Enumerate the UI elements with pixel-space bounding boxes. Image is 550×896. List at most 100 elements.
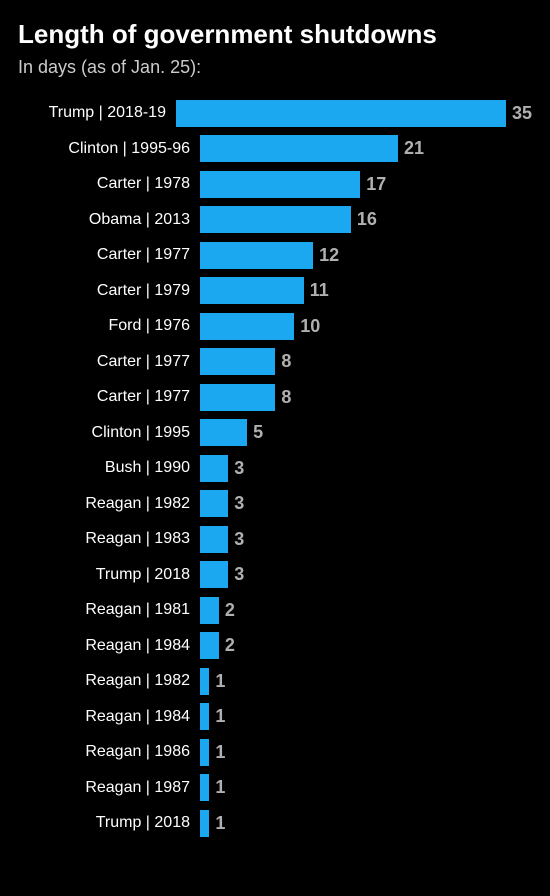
bar-area: 10 <box>190 313 532 340</box>
bar <box>200 810 209 837</box>
bar-area: 2 <box>190 597 532 624</box>
bar-value: 11 <box>310 280 329 301</box>
bar-row: Trump | 2018 1 <box>18 806 532 842</box>
bar <box>200 526 228 553</box>
bar-row: Trump | 2018 3 <box>18 557 532 593</box>
bar-label: Carter | 1977 <box>18 388 190 406</box>
bar <box>200 348 275 375</box>
bar-row: Reagan | 19823 <box>18 486 532 522</box>
bar <box>200 313 294 340</box>
bar-row: Bush | 19903 <box>18 451 532 487</box>
bar-value: 1 <box>215 706 225 727</box>
bar-label: Clinton | 1995 <box>18 424 190 442</box>
bar-label: Bush | 1990 <box>18 459 190 477</box>
bar <box>200 597 219 624</box>
bar-area: 1 <box>190 774 532 801</box>
bar-label: Reagan | 1987 <box>18 779 190 797</box>
bar-row: Reagan | 19812 <box>18 593 532 629</box>
bar-value: 8 <box>281 387 291 408</box>
bar-label: Reagan | 1981 <box>18 601 190 619</box>
bar-row: Ford | 197610 <box>18 309 532 345</box>
bar-label: Carter | 1979 <box>18 282 190 300</box>
bar <box>200 419 247 446</box>
bar-area: 8 <box>190 384 532 411</box>
bar-row: Carter | 1978 17 <box>18 167 532 203</box>
bar <box>200 561 228 588</box>
bar-value: 1 <box>215 813 225 834</box>
bar-label: Reagan | 1986 <box>18 743 190 761</box>
bar-row: Carter | 19778 <box>18 344 532 380</box>
bar <box>200 490 228 517</box>
bar-value: 3 <box>234 564 244 585</box>
bar-row: Clinton | 1995 5 <box>18 415 532 451</box>
bar-row: Reagan | 1984 2 <box>18 628 532 664</box>
bar <box>200 632 219 659</box>
bar-value: 1 <box>215 742 225 763</box>
bar-row: Reagan | 1983 3 <box>18 522 532 558</box>
bar-value: 5 <box>253 422 263 443</box>
bar-area: 11 <box>190 277 532 304</box>
bar-row: Obama | 2013 16 <box>18 202 532 238</box>
bar-label: Carter | 1978 <box>18 175 190 193</box>
bar-value: 3 <box>234 529 244 550</box>
bar-row: Carter | 1977 8 <box>18 380 532 416</box>
bar-label: Reagan | 1982 <box>18 672 190 690</box>
bar-row: Reagan | 1986 1 <box>18 735 532 771</box>
bar <box>200 739 209 766</box>
bar-value: 1 <box>215 777 225 798</box>
bar-label: Obama | 2013 <box>18 211 190 229</box>
bar-value: 16 <box>357 209 377 230</box>
bar-area: 2 <box>190 632 532 659</box>
bar <box>200 384 275 411</box>
bar-row: Reagan | 1982 1 <box>18 664 532 700</box>
bar <box>200 703 209 730</box>
bar-label: Trump | 2018 <box>18 814 190 832</box>
bar <box>200 242 313 269</box>
bar <box>200 668 209 695</box>
bar-row: Carter | 1979 11 <box>18 273 532 309</box>
bar <box>200 135 398 162</box>
bar-value: 17 <box>366 174 386 195</box>
bar-value: 21 <box>404 138 424 159</box>
bar-area: 12 <box>190 242 532 269</box>
bar-label: Trump | 2018 <box>18 566 190 584</box>
bar-area: 3 <box>190 455 532 482</box>
bar-row: Trump | 2018-19 35 <box>18 96 532 132</box>
bar-area: 1 <box>190 668 532 695</box>
bar-label: Trump | 2018-19 <box>18 104 166 122</box>
bar-value: 2 <box>225 635 235 656</box>
bar-area: 35 <box>166 100 532 127</box>
bar <box>200 774 209 801</box>
bar-label: Carter | 1977 <box>18 246 190 264</box>
bar-area: 16 <box>190 206 532 233</box>
bar <box>200 171 360 198</box>
bar-area: 8 <box>190 348 532 375</box>
bar-label: Reagan | 1984 <box>18 708 190 726</box>
bar-value: 10 <box>300 316 320 337</box>
bar-row: Reagan | 1987 1 <box>18 770 532 806</box>
bar-area: 1 <box>190 739 532 766</box>
bar-row: Reagan | 1984 1 <box>18 699 532 735</box>
bar-area: 3 <box>190 490 532 517</box>
bar-label: Carter | 1977 <box>18 353 190 371</box>
bar-area: 17 <box>190 171 532 198</box>
bar <box>200 206 351 233</box>
bar <box>176 100 506 127</box>
bar-label: Reagan | 1984 <box>18 637 190 655</box>
bar-chart: Trump | 2018-1935Clinton | 1995-9621Cart… <box>18 96 532 842</box>
bar-label: Reagan | 1983 <box>18 530 190 548</box>
chart-subtitle: In days (as of Jan. 25): <box>18 57 532 78</box>
bar-label: Clinton | 1995-96 <box>18 140 190 158</box>
bar <box>200 455 228 482</box>
bar <box>200 277 304 304</box>
bar-value: 1 <box>215 671 225 692</box>
bar-row: Carter | 197712 <box>18 238 532 274</box>
bar-area: 21 <box>190 135 532 162</box>
chart-title: Length of government shutdowns <box>18 20 532 49</box>
bar-area: 1 <box>190 703 532 730</box>
bar-label: Reagan | 1982 <box>18 495 190 513</box>
bar-area: 3 <box>190 561 532 588</box>
bar-area: 1 <box>190 810 532 837</box>
bar-area: 3 <box>190 526 532 553</box>
bar-value: 35 <box>512 103 532 124</box>
